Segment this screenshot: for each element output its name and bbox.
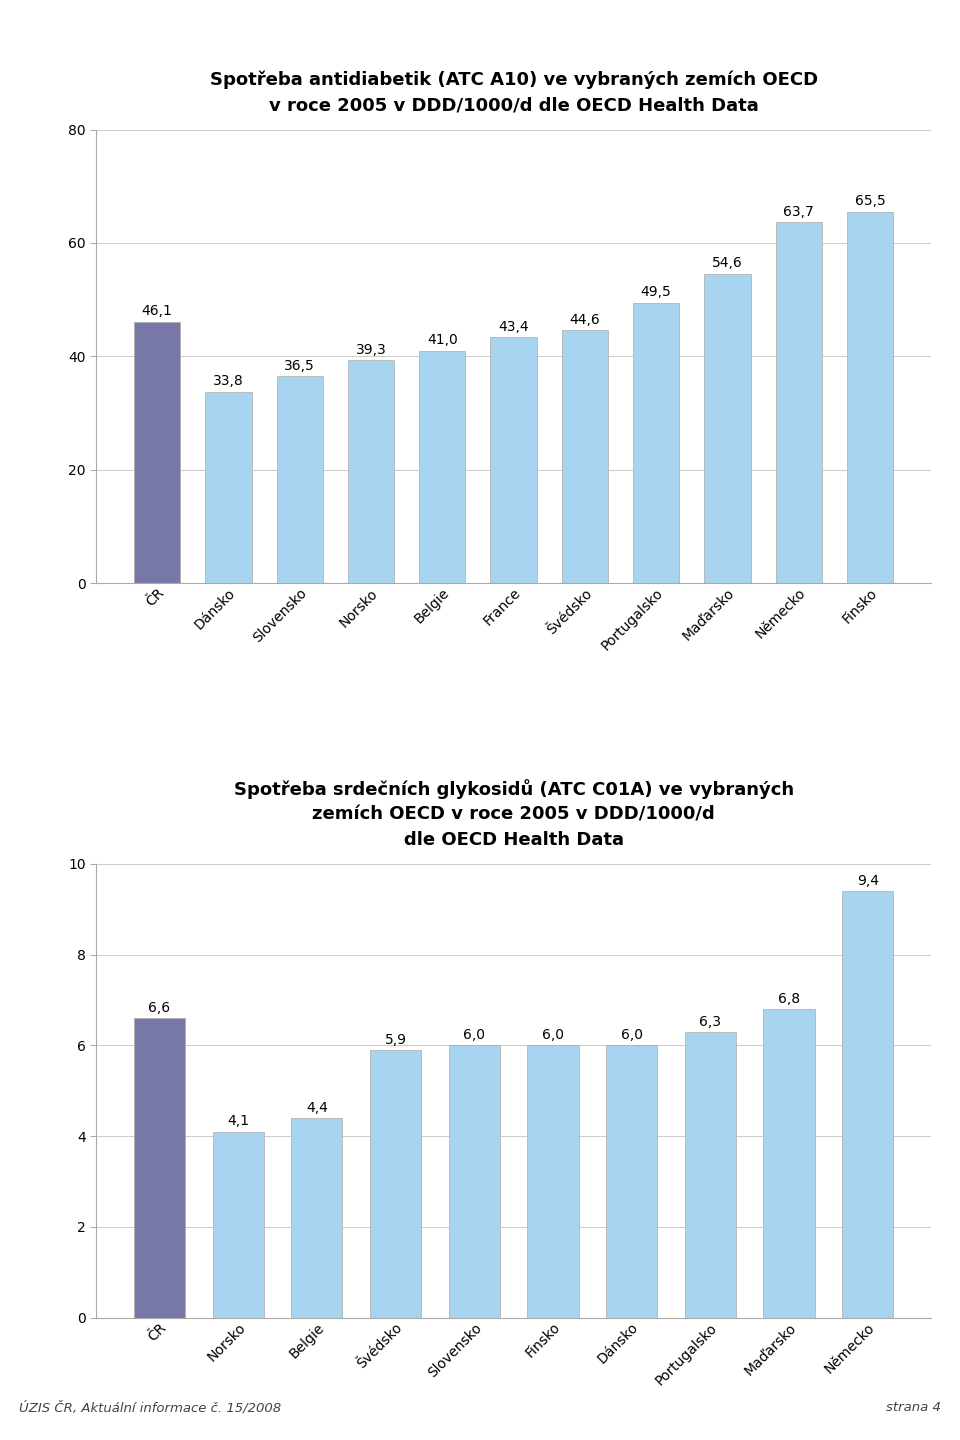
Text: 6,3: 6,3 [699,1015,721,1028]
Text: 44,6: 44,6 [569,312,600,327]
Bar [705,274,751,583]
Bar [134,1018,185,1318]
Text: 46,1: 46,1 [142,304,173,318]
Text: 41,0: 41,0 [427,333,458,347]
Text: 6,0: 6,0 [542,1028,564,1043]
Text: 36,5: 36,5 [284,359,315,373]
Bar [684,1032,736,1318]
Text: 4,1: 4,1 [228,1115,250,1129]
Text: 39,3: 39,3 [355,343,386,357]
Text: ÚZIS ČR, Aktuální informace č. 15/2008: ÚZIS ČR, Aktuální informace č. 15/2008 [19,1401,281,1414]
Text: 6,0: 6,0 [620,1028,642,1043]
Text: 33,8: 33,8 [213,374,244,389]
Bar [633,302,680,583]
Text: 49,5: 49,5 [641,285,672,300]
Title: Spotřeba srdečních glykosidů (ATC C01A) ve vybraných
zemích OECD v roce 2005 v D: Spotřeba srdečních glykosidů (ATC C01A) … [233,779,794,848]
Bar [776,222,822,583]
Bar [420,351,466,583]
Text: 54,6: 54,6 [712,256,743,271]
Bar [134,321,180,583]
Text: 63,7: 63,7 [783,204,814,219]
Bar [527,1045,579,1318]
Text: 5,9: 5,9 [385,1032,407,1047]
Text: 9,4: 9,4 [856,874,878,888]
Bar [291,1117,343,1318]
Bar [491,337,537,583]
Bar [562,330,608,583]
Bar [842,891,893,1318]
Bar [205,392,252,583]
Text: strana 4: strana 4 [886,1401,941,1414]
Bar [606,1045,658,1318]
Text: 6,8: 6,8 [778,992,800,1007]
Text: 4,4: 4,4 [306,1100,327,1115]
Bar [448,1045,500,1318]
Text: 6,6: 6,6 [149,1001,171,1015]
Text: 65,5: 65,5 [854,194,885,209]
Text: 43,4: 43,4 [498,320,529,334]
Bar [370,1050,421,1318]
Bar [276,376,323,583]
Text: 6,0: 6,0 [464,1028,485,1043]
Bar [348,360,395,583]
Bar [213,1132,264,1318]
Bar [847,212,893,583]
Title: Spotřeba antidiabetik (ATC A10) ve vybraných zemích OECD
v roce 2005 v DDD/1000/: Spotřeba antidiabetik (ATC A10) ve vybra… [209,71,818,114]
Bar [763,1009,814,1318]
